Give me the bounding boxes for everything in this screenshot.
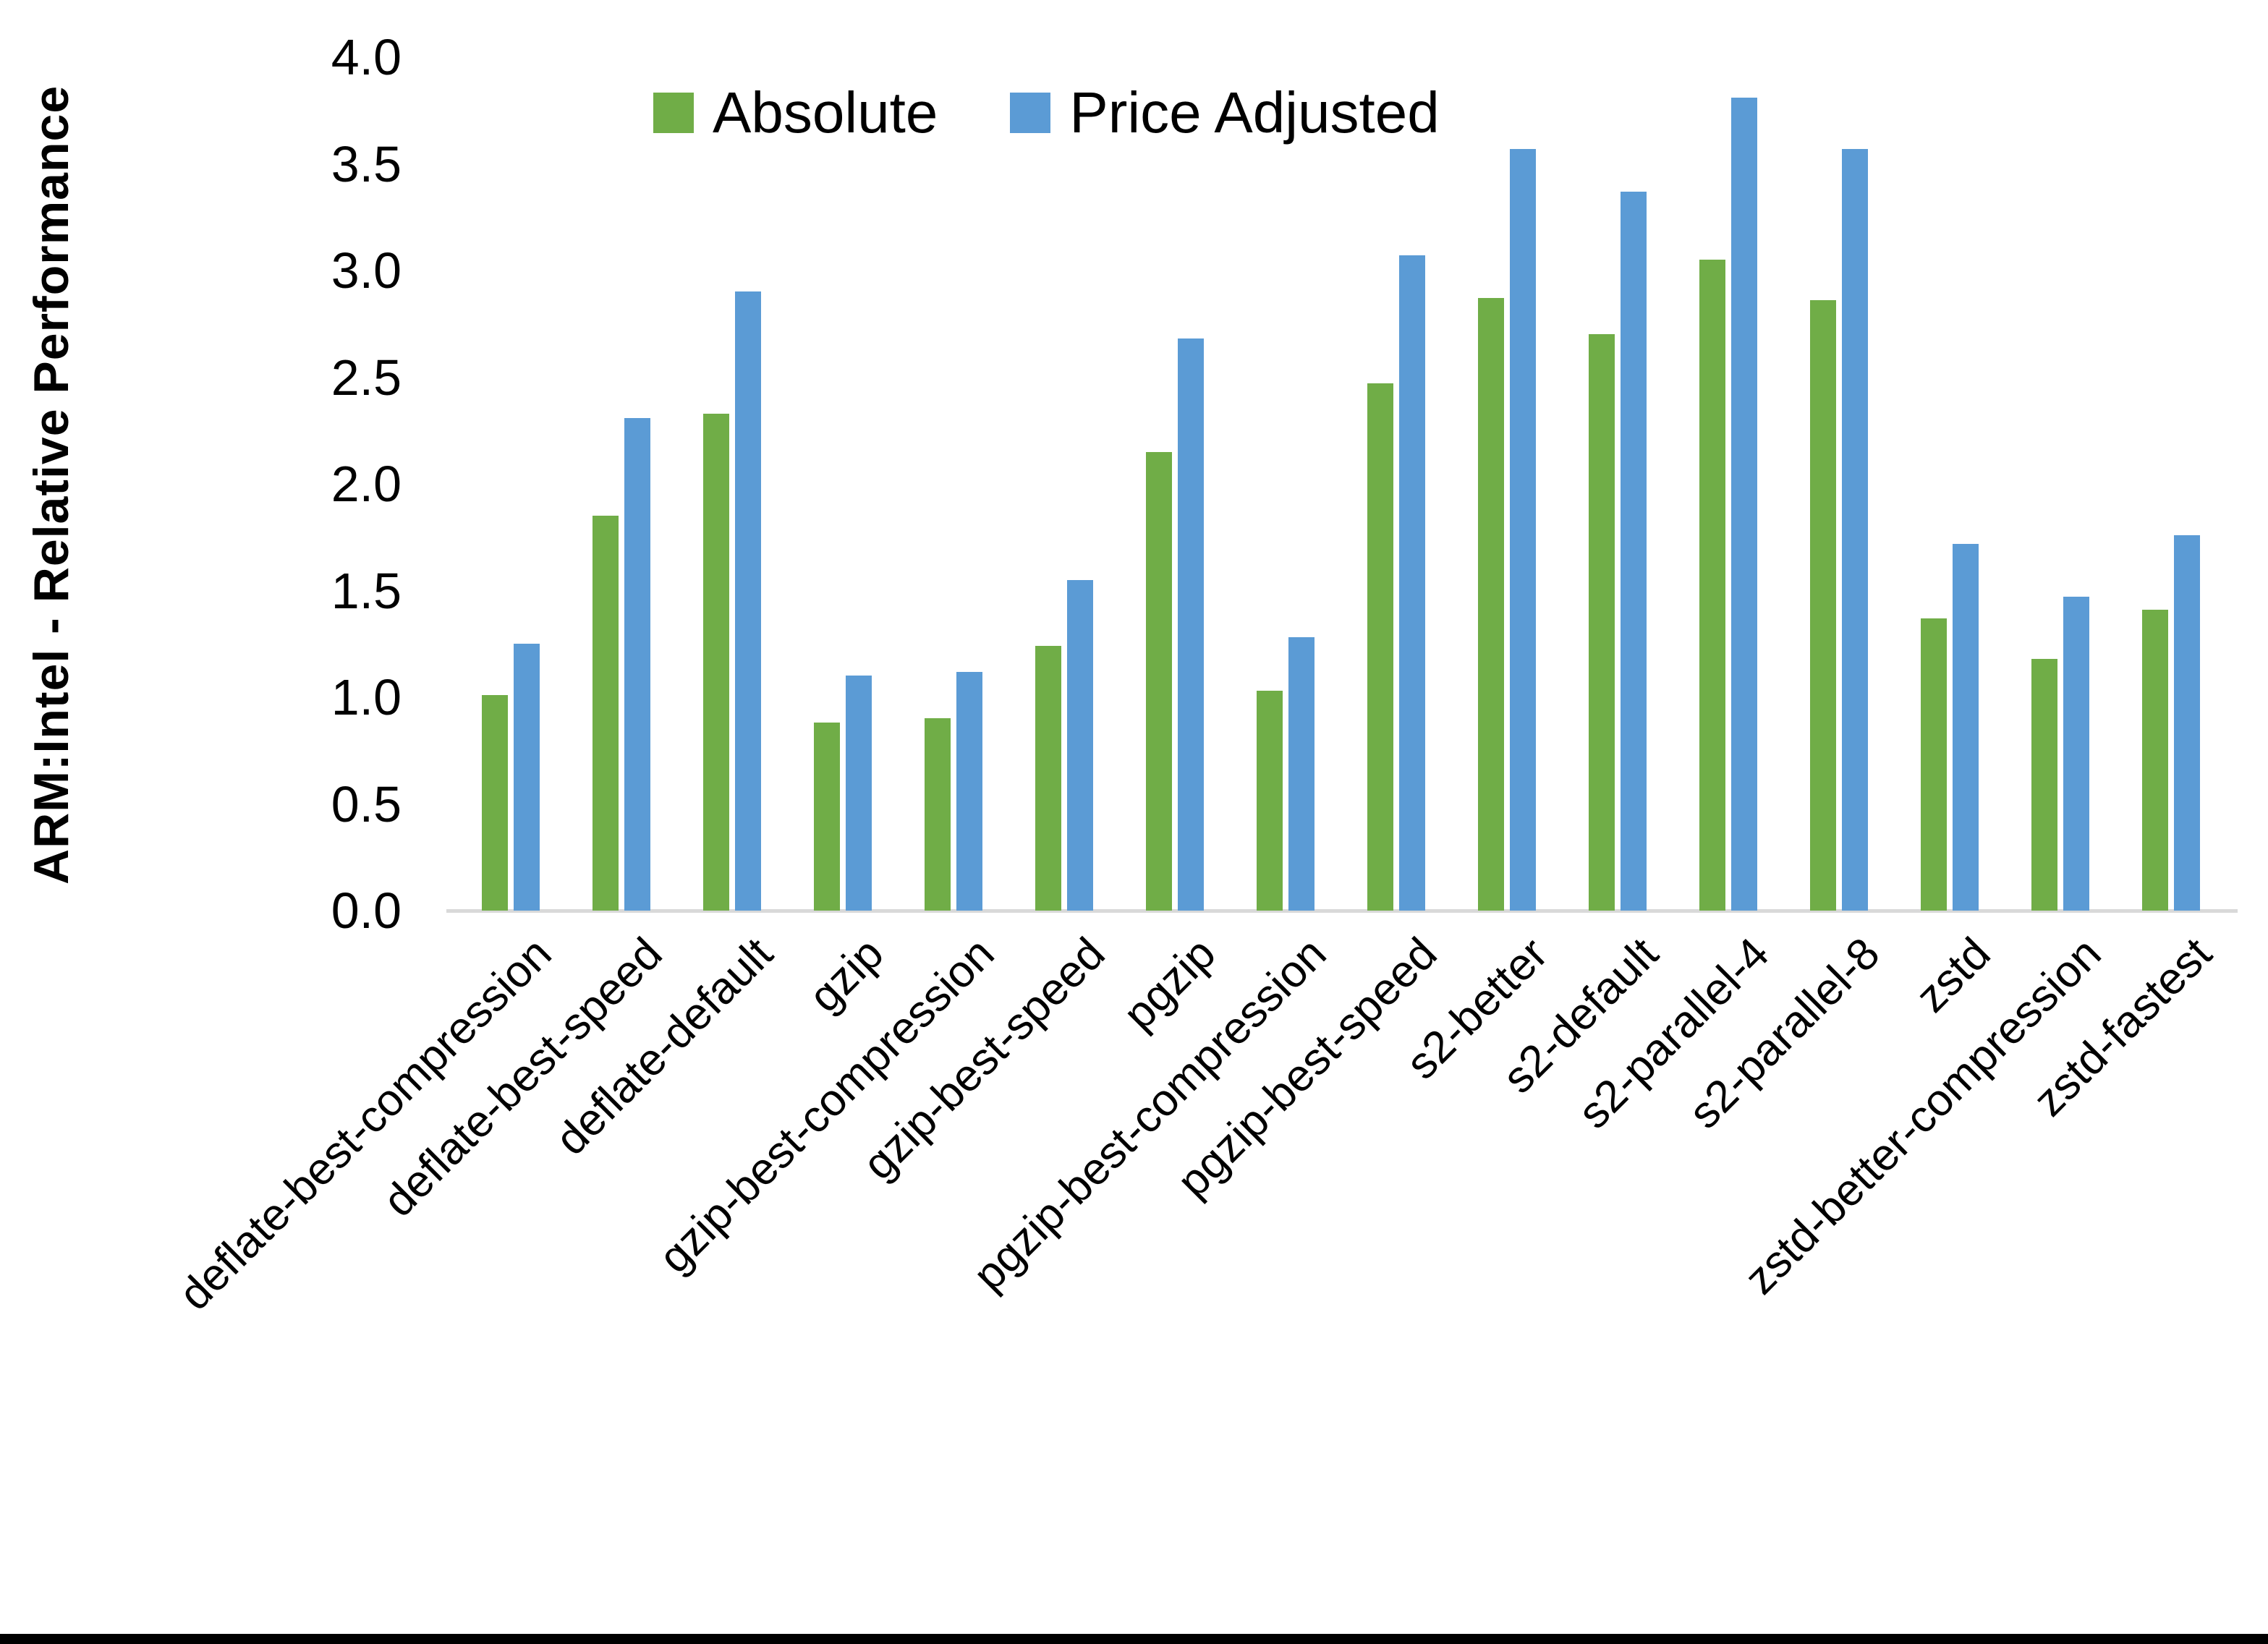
bar-absolute-zstd-fastest [2142,610,2168,911]
bar-price-adjusted-deflate-default [735,291,761,911]
bottom-border [0,1634,2268,1644]
legend-label: Absolute [713,80,938,145]
bar-absolute-s2-default [1589,334,1615,911]
bar-absolute-zstd [1921,618,1947,911]
bar-absolute-pgzip-best-compression [1257,691,1283,911]
y-tick-label-0.0: 0.0 [331,882,402,939]
bar-absolute-pgzip-best-speed [1367,383,1393,911]
bar-price-adjusted-gzip-best-compression [956,672,982,911]
bar-absolute-pgzip [1146,452,1172,911]
bar-price-adjusted-gzip [846,676,872,911]
legend-item-absolute: Absolute [653,84,938,142]
y-tick-label-0.5: 0.5 [331,776,402,832]
x-axis-line [446,909,2238,913]
bar-absolute-deflate-best-speed [593,516,619,911]
bar-absolute-gzip-best-speed [1035,646,1061,911]
bar-price-adjusted-s2-parallel-4 [1731,98,1757,911]
legend-swatch-icon [653,93,694,133]
bar-price-adjusted-zstd-fastest [2174,535,2200,911]
bar-price-adjusted-deflate-best-compression [514,644,540,911]
bar-absolute-zstd-better-compression [2031,659,2057,911]
bar-absolute-s2-parallel-8 [1810,300,1836,911]
y-tick-label-1.0: 1.0 [331,669,402,725]
bar-price-adjusted-pgzip-best-compression [1288,637,1314,911]
bar-absolute-gzip-best-compression [925,718,951,911]
legend-item-price-adjusted: Price Adjusted [1010,80,1440,145]
bar-price-adjusted-gzip-best-speed [1067,580,1093,911]
bar-price-adjusted-s2-parallel-8 [1842,149,1868,911]
legend-label: Price Adjusted [1069,80,1440,145]
bar-price-adjusted-zstd-better-compression [2063,597,2089,911]
legend: Absolute Price Adjusted [653,84,1440,142]
bar-absolute-s2-better [1478,298,1504,911]
bar-price-adjusted-deflate-best-speed [624,418,650,911]
bar-price-adjusted-pgzip-best-speed [1399,255,1425,911]
bar-absolute-gzip [814,723,840,911]
y-tick-label-2.0: 2.0 [331,456,402,512]
bar-absolute-s2-parallel-4 [1699,260,1725,911]
y-tick-label-4.0: 4.0 [331,29,402,85]
y-tick-label-1.5: 1.5 [331,563,402,619]
bar-price-adjusted-pgzip [1178,338,1204,911]
y-tick-label-2.5: 2.5 [331,349,402,406]
y-tick-label-3.5: 3.5 [331,136,402,192]
bar-price-adjusted-zstd [1953,544,1979,911]
y-tick-label-3.0: 3.0 [331,242,402,299]
bar-price-adjusted-s2-better [1510,149,1536,911]
legend-swatch-icon [1010,93,1051,133]
bar-price-adjusted-s2-default [1621,192,1647,911]
bar-absolute-deflate-default [703,414,729,911]
bar-absolute-deflate-best-compression [482,695,508,911]
